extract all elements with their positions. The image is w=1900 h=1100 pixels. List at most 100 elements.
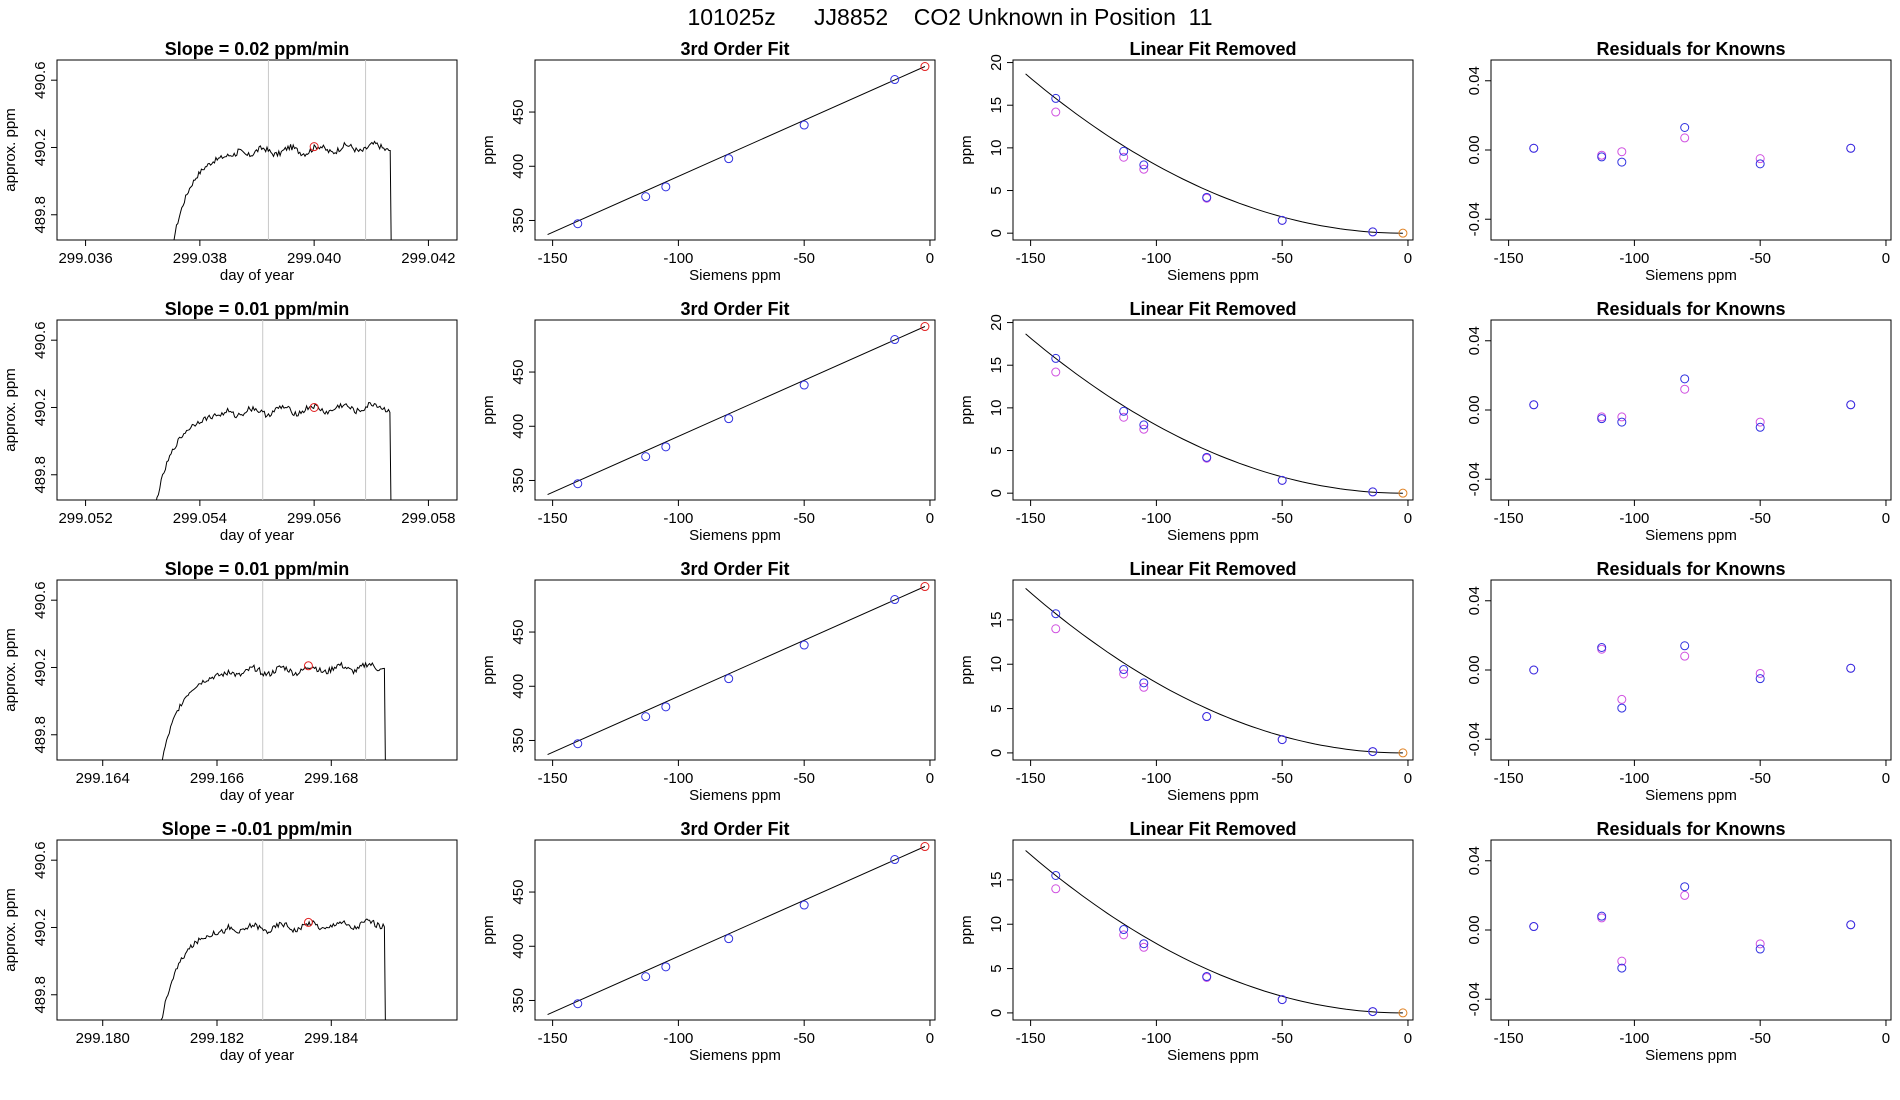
x-tick-label: 0 bbox=[926, 1030, 934, 1047]
known-standard-point bbox=[661, 702, 671, 712]
plot-frame bbox=[534, 839, 936, 1021]
plot-area bbox=[1025, 850, 1408, 1018]
x-tick-label: -50 bbox=[1749, 510, 1771, 527]
reference-point bbox=[1051, 624, 1061, 634]
chart-panel: Residuals for Knowns Siemens ppm -150 -100 -… bbox=[1466, 299, 1892, 544]
x-tick-label: -150 bbox=[538, 250, 568, 267]
y-axis-label: ppm bbox=[480, 395, 497, 424]
x-tick-label: -150 bbox=[1016, 770, 1046, 787]
y-axis-label: approx. ppm bbox=[2, 888, 19, 971]
known-standard-point bbox=[1755, 674, 1765, 684]
known-standard-point bbox=[1119, 925, 1129, 935]
known-standard-point bbox=[724, 154, 734, 164]
y-tick-label: 489.8 bbox=[32, 456, 49, 494]
y-tick-label: 15 bbox=[988, 97, 1005, 114]
y-tick-label: 0.00 bbox=[1466, 395, 1483, 424]
reference-point bbox=[1139, 682, 1149, 692]
known-standard-point bbox=[1529, 400, 1539, 410]
x-tick-label: -150 bbox=[1016, 510, 1046, 527]
plot-area bbox=[1025, 588, 1408, 758]
plot-frame bbox=[1490, 319, 1892, 501]
x-axis-label: Siemens ppm bbox=[1645, 1047, 1737, 1064]
known-standard-point bbox=[1119, 406, 1129, 416]
chart-panel: Residuals for Knowns Siemens ppm -150 -100 -… bbox=[1466, 39, 1892, 284]
reference-point bbox=[1139, 164, 1149, 174]
panel-title: Slope = 0.02 ppm/min bbox=[165, 39, 350, 59]
x-tick-label: 299.184 bbox=[304, 1030, 358, 1047]
known-standard-point bbox=[1680, 374, 1690, 384]
y-tick-label: 5 bbox=[988, 186, 1005, 194]
known-standard-point bbox=[1202, 712, 1212, 722]
y-tick-label: 350 bbox=[510, 208, 527, 233]
x-tick-label: -50 bbox=[1271, 250, 1293, 267]
known-standard-point bbox=[1846, 663, 1856, 673]
reference-point bbox=[1680, 133, 1690, 143]
known-standard-point bbox=[1680, 641, 1690, 651]
reference-point bbox=[1597, 412, 1607, 422]
x-tick-label: -100 bbox=[1619, 250, 1649, 267]
y-axis-label: approx. ppm bbox=[2, 628, 19, 711]
x-axis-label: Siemens ppm bbox=[1645, 527, 1737, 544]
known-standard-point bbox=[1139, 420, 1149, 430]
x-tick-label: -50 bbox=[1271, 510, 1293, 527]
known-standard-point bbox=[724, 414, 734, 424]
x-tick-label: 0 bbox=[1404, 1030, 1412, 1047]
x-tick-label: 0 bbox=[1404, 770, 1412, 787]
unknown-point bbox=[1398, 488, 1408, 498]
known-standard-point bbox=[1051, 353, 1061, 363]
x-tick-label: 0 bbox=[1882, 250, 1890, 267]
panel-title: Slope = 0.01 ppm/min bbox=[165, 559, 350, 579]
known-standard-point bbox=[1846, 143, 1856, 153]
known-standard-point bbox=[1755, 159, 1765, 169]
ppm-trace-line bbox=[161, 661, 386, 760]
reference-point bbox=[1139, 942, 1149, 952]
x-tick-label: -100 bbox=[1619, 1030, 1649, 1047]
x-tick-label: 299.054 bbox=[173, 510, 227, 527]
unknown-point bbox=[920, 582, 930, 592]
x-tick-label: 0 bbox=[1404, 250, 1412, 267]
x-tick-label: -100 bbox=[1141, 510, 1171, 527]
x-tick-label: 299.182 bbox=[190, 1030, 244, 1047]
x-tick-label: -150 bbox=[1494, 250, 1524, 267]
y-tick-label: 450 bbox=[510, 100, 527, 125]
known-standard-point bbox=[641, 192, 651, 202]
known-standard-point bbox=[1277, 215, 1287, 225]
known-standard-point bbox=[641, 712, 651, 722]
y-tick-label: 350 bbox=[510, 468, 527, 493]
panel-title: Residuals for Knowns bbox=[1596, 559, 1785, 579]
x-axis-label: Siemens ppm bbox=[689, 527, 781, 544]
plot-frame bbox=[1490, 839, 1892, 1021]
y-tick-label: 400 bbox=[510, 934, 527, 959]
plot-frame bbox=[534, 59, 936, 241]
x-tick-label: -100 bbox=[1141, 1030, 1171, 1047]
y-tick-label: 490.2 bbox=[32, 909, 49, 947]
known-standard-point bbox=[1119, 146, 1129, 156]
reference-point bbox=[1119, 930, 1129, 940]
x-tick-label: -100 bbox=[1619, 770, 1649, 787]
x-tick-label: -50 bbox=[1749, 770, 1771, 787]
known-standard-point bbox=[1597, 911, 1607, 921]
unknown-point bbox=[920, 842, 930, 852]
x-tick-label: 0 bbox=[1882, 510, 1890, 527]
y-tick-label: 0.00 bbox=[1466, 655, 1483, 684]
panel-title: Linear Fit Removed bbox=[1129, 39, 1296, 59]
plot-frame bbox=[1012, 839, 1414, 1021]
reference-point bbox=[1051, 884, 1061, 894]
y-tick-label: 0.04 bbox=[1466, 846, 1483, 875]
known-standard-point bbox=[573, 219, 583, 229]
y-axis-label: ppm bbox=[480, 915, 497, 944]
known-standard-point bbox=[573, 999, 583, 1009]
plot-frame bbox=[1012, 319, 1414, 501]
mean-marker bbox=[303, 917, 313, 927]
chart-panel: Linear Fit Removed Siemens ppm ppm -150 -100… bbox=[958, 39, 1414, 284]
unknown-point bbox=[1398, 748, 1408, 758]
plot-area bbox=[1529, 123, 1856, 169]
reference-point bbox=[1119, 669, 1129, 679]
ppm-trace-line bbox=[160, 918, 386, 1020]
x-tick-label: -100 bbox=[1141, 250, 1171, 267]
x-axis-label: Siemens ppm bbox=[1167, 787, 1259, 804]
y-tick-label: 350 bbox=[510, 728, 527, 753]
plot-frame bbox=[56, 839, 458, 1021]
known-standard-point bbox=[1368, 1007, 1378, 1017]
